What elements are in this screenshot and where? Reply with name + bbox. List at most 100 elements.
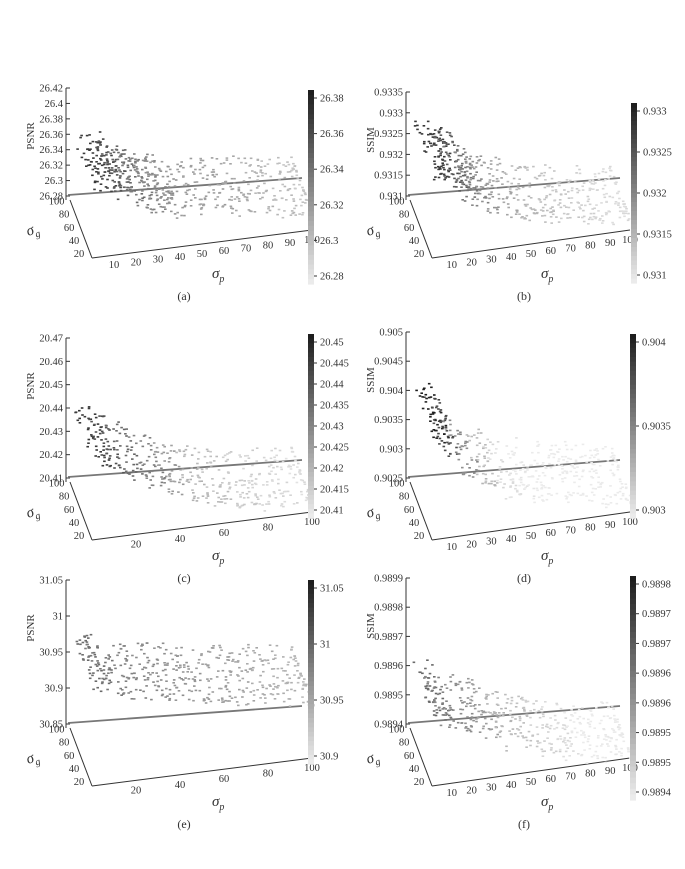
scatter-point — [529, 716, 532, 719]
scatter-point — [246, 496, 250, 499]
scatter-point — [298, 183, 301, 186]
scatter-point — [178, 449, 181, 451]
scatter-point — [184, 182, 188, 185]
scatter-point — [272, 668, 276, 670]
scatter-point — [145, 156, 148, 158]
z-tick-label: 20.43 — [39, 427, 63, 438]
scatter-point — [582, 220, 586, 223]
scatter-point — [254, 503, 257, 506]
scatter-point — [475, 459, 478, 461]
scatter-point — [254, 493, 257, 495]
scatter-point — [94, 455, 97, 457]
scatter-point — [412, 661, 416, 664]
scatter-point — [585, 495, 588, 497]
y-tick-label: 80 — [59, 210, 70, 221]
scatter-point — [116, 198, 120, 201]
scatter-point — [125, 189, 129, 191]
scatter-point — [114, 148, 118, 151]
scatter-point — [440, 151, 443, 153]
scatter-point — [304, 685, 308, 687]
scatter-point — [102, 672, 106, 675]
colorbar-segment — [308, 672, 314, 678]
scatter-point — [471, 683, 475, 686]
scatter-point — [435, 437, 438, 439]
colorbar-segment — [631, 130, 637, 136]
scatter-point — [166, 190, 170, 193]
scatter-point — [261, 504, 264, 506]
colorbar-segment — [630, 755, 636, 762]
scatter-point — [205, 178, 209, 180]
colorbar-segment — [630, 626, 636, 633]
scatter-point — [439, 139, 442, 142]
scatter-point — [147, 443, 150, 445]
scatter-point — [159, 679, 163, 681]
scatter-point — [582, 717, 585, 720]
scatter-point — [589, 212, 593, 215]
y-tick-label: 60 — [64, 751, 75, 762]
scatter-point — [205, 497, 208, 499]
colorbar-segment — [308, 598, 314, 604]
scatter-point — [464, 722, 467, 725]
scatter-point — [623, 215, 626, 218]
scatter-point — [230, 196, 233, 198]
scatter-point — [197, 467, 200, 469]
scatter-point — [237, 675, 240, 677]
scatter-point — [470, 683, 474, 685]
scatter-point — [94, 416, 98, 419]
scatter-point — [465, 184, 468, 187]
scatter-point — [439, 409, 443, 411]
scatter-point — [256, 159, 260, 161]
scatter-point — [282, 164, 285, 166]
scatter-point — [236, 660, 240, 662]
scatter-point — [235, 701, 239, 703]
colorbar-segment — [308, 380, 314, 386]
scatter-point — [540, 748, 544, 751]
colorbar-segment — [630, 732, 636, 739]
scatter-point — [520, 461, 524, 463]
scatter-point — [528, 186, 532, 188]
scatter-point — [178, 481, 181, 484]
scatter-point — [510, 699, 514, 702]
y-tick-label: 60 — [404, 223, 415, 234]
colorbar-segment — [630, 744, 636, 751]
scatter-point — [135, 463, 139, 466]
scatter-point — [272, 675, 275, 678]
scatter-point — [303, 483, 307, 485]
scatter-point — [161, 189, 165, 191]
scatter-point — [293, 187, 297, 190]
scatter-point — [540, 708, 543, 710]
scatter-point — [289, 494, 292, 496]
scatter-point — [569, 470, 573, 473]
scatter-point — [99, 690, 103, 693]
scatter-point — [136, 204, 140, 207]
scatter-point — [527, 484, 530, 486]
scatter-point — [556, 182, 559, 185]
scatter-point — [101, 178, 104, 180]
scatter-point — [123, 468, 126, 470]
scatter-point — [523, 203, 527, 206]
scatter-point — [487, 728, 491, 730]
scatter-point — [506, 196, 509, 198]
scatter-point — [286, 673, 289, 676]
scatter-point — [588, 744, 592, 746]
scatter-point — [255, 172, 258, 174]
scatter-point — [164, 674, 168, 676]
colorbar-segment — [631, 251, 637, 257]
scatter-point — [94, 167, 97, 169]
colorbar-segment — [308, 499, 314, 505]
scatter-point — [87, 407, 91, 410]
scatter-point — [589, 449, 592, 452]
scatter-point — [141, 668, 144, 671]
scatter-point — [119, 186, 122, 189]
scatter-point — [564, 455, 567, 458]
scatter-point — [486, 201, 490, 204]
colorbar-segment — [630, 676, 636, 683]
scatter-point — [450, 135, 453, 138]
scatter-point — [289, 656, 293, 659]
scatter-point — [122, 161, 126, 163]
scatter-point — [238, 688, 241, 691]
scatter-point — [609, 496, 612, 498]
scatter-point — [92, 435, 95, 438]
scatter-point — [296, 681, 300, 684]
scatter-point — [242, 467, 245, 470]
